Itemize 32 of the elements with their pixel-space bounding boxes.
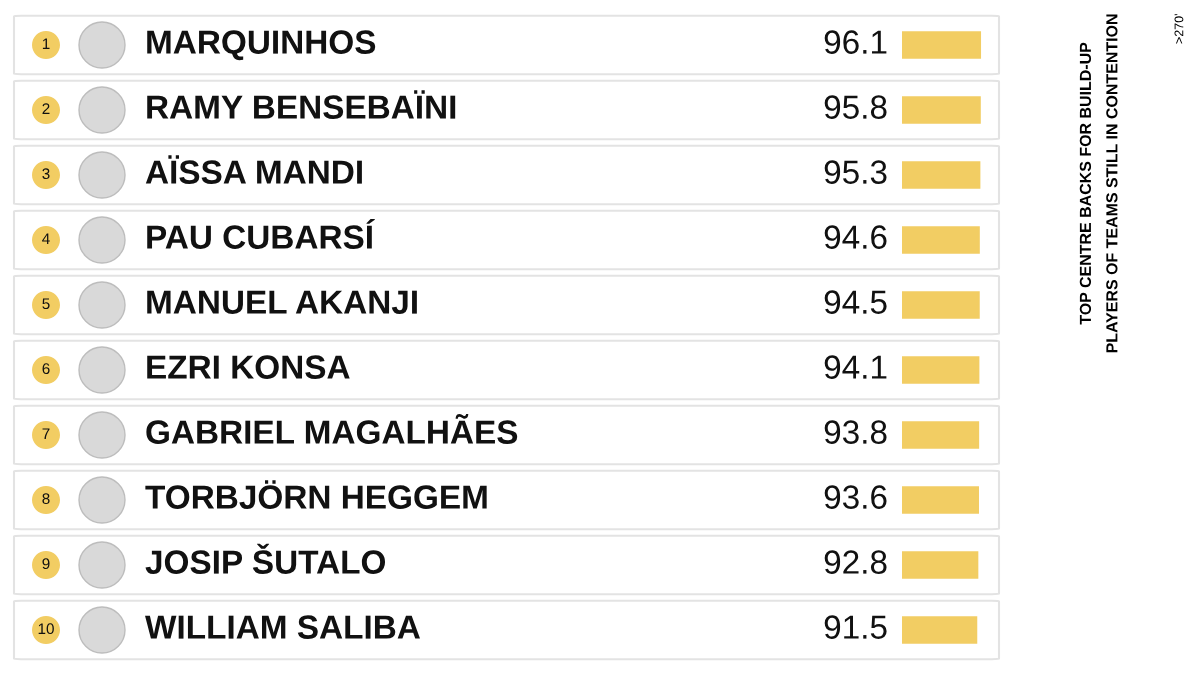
text: 10 xyxy=(38,623,54,635)
y-tick-label: MANUEL AKANJI xyxy=(147,290,417,314)
data-label: 93.8 xyxy=(824,420,887,444)
text: 6 xyxy=(42,363,50,375)
data-label: 94.1 xyxy=(824,355,887,379)
y-tick-label: PAU CUBARSÍ xyxy=(147,219,375,249)
text: 9 xyxy=(42,558,50,570)
y-tick-label: TORBJÖRN HEGGEM xyxy=(145,480,487,509)
y-tick-label: MARQUINHOS xyxy=(147,30,376,61)
text: 5 xyxy=(42,298,50,310)
data-label: 94.5 xyxy=(824,290,887,314)
text: >270' xyxy=(1174,14,1184,44)
data-label: 96.1 xyxy=(824,30,887,54)
text: 1 xyxy=(42,38,50,49)
y-tick-label: JOSIP ŠUTALO xyxy=(145,543,386,574)
text: 7 xyxy=(42,428,50,439)
data-label: 93.6 xyxy=(824,485,887,509)
text: 3 xyxy=(42,168,50,180)
y-tick-label: WILLIAM SALIBA xyxy=(145,615,420,639)
text: 2 xyxy=(42,103,50,114)
y-tick-label: AÏSSA MANDI xyxy=(145,155,362,184)
y-tick-label: EZRI KONSA xyxy=(147,355,350,379)
text: TOP CENTRE BACKS FOR BUILD-UP PLAYERS OF TEAMS STILL IN CONTENTION xyxy=(1079,14,1118,353)
data-label: 95.8 xyxy=(824,95,887,119)
text: 8 xyxy=(42,493,50,505)
y-tick-label: GABRIEL MAGALHÃES xyxy=(146,413,518,444)
data-label: 91.5 xyxy=(824,615,887,639)
data-label: 94.6 xyxy=(824,225,887,249)
y-tick-label: RAMY BENSEBAÏNI xyxy=(147,90,456,119)
data-label: 92.8 xyxy=(824,550,887,574)
data-label: 95.3 xyxy=(824,160,887,184)
text: 4 xyxy=(42,233,50,244)
